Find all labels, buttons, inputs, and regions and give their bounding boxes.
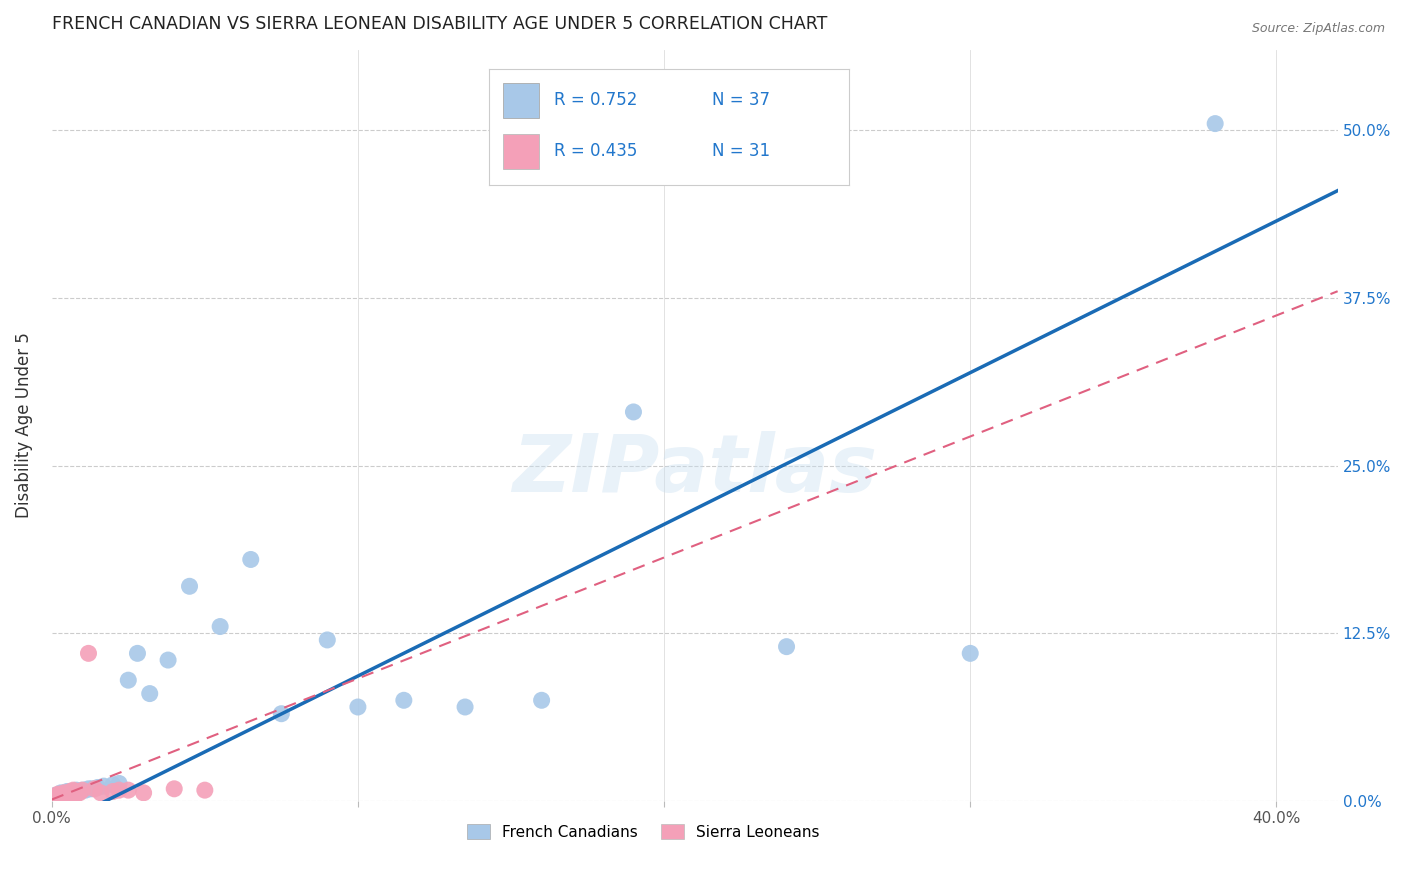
Point bbox=[49, 787, 72, 801]
Point bbox=[56, 789, 79, 803]
Point bbox=[194, 783, 217, 797]
Point bbox=[1204, 117, 1226, 131]
Point bbox=[530, 693, 553, 707]
Point bbox=[72, 783, 94, 797]
Point bbox=[127, 646, 149, 660]
Point bbox=[49, 786, 72, 800]
Point bbox=[959, 646, 981, 660]
Point bbox=[347, 700, 370, 714]
Point bbox=[108, 783, 131, 797]
Point bbox=[132, 786, 155, 800]
Point bbox=[62, 786, 84, 800]
Point bbox=[46, 787, 69, 801]
Point bbox=[49, 789, 72, 804]
Point bbox=[93, 779, 115, 793]
Point bbox=[101, 778, 124, 792]
Point bbox=[80, 781, 103, 796]
Point bbox=[44, 789, 66, 804]
Point bbox=[157, 653, 180, 667]
Point bbox=[46, 789, 69, 803]
Point bbox=[209, 619, 232, 633]
Point bbox=[56, 786, 79, 800]
Point bbox=[454, 700, 477, 714]
Point bbox=[270, 706, 292, 721]
Point bbox=[67, 786, 90, 800]
Point bbox=[65, 784, 87, 798]
Point bbox=[117, 673, 139, 688]
Point bbox=[56, 787, 79, 801]
Point bbox=[59, 786, 82, 800]
Point bbox=[65, 783, 87, 797]
Point bbox=[392, 693, 415, 707]
Point bbox=[90, 786, 112, 800]
Point bbox=[46, 791, 69, 805]
Point bbox=[775, 640, 797, 654]
Point bbox=[62, 783, 84, 797]
Point bbox=[316, 632, 339, 647]
Point bbox=[77, 781, 100, 796]
Point bbox=[65, 786, 87, 800]
Point bbox=[59, 786, 82, 800]
Point bbox=[65, 787, 87, 801]
Point bbox=[72, 783, 94, 797]
Point bbox=[138, 687, 160, 701]
Point bbox=[117, 783, 139, 797]
Text: ZIPatlas: ZIPatlas bbox=[512, 432, 877, 509]
Point bbox=[46, 789, 69, 803]
Point bbox=[53, 786, 76, 800]
Point bbox=[623, 405, 645, 419]
Point bbox=[62, 784, 84, 798]
Point bbox=[101, 784, 124, 798]
Point bbox=[56, 784, 79, 798]
Point bbox=[44, 789, 66, 803]
Point bbox=[77, 646, 100, 660]
Point bbox=[53, 789, 76, 804]
Point bbox=[59, 784, 82, 798]
Point bbox=[108, 776, 131, 790]
Text: FRENCH CANADIAN VS SIERRA LEONEAN DISABILITY AGE UNDER 5 CORRELATION CHART: FRENCH CANADIAN VS SIERRA LEONEAN DISABI… bbox=[52, 15, 827, 33]
Point bbox=[67, 784, 90, 798]
Point bbox=[49, 789, 72, 803]
Point bbox=[179, 579, 201, 593]
Point bbox=[83, 781, 105, 796]
Point bbox=[53, 787, 76, 801]
Legend: French Canadians, Sierra Leoneans: French Canadians, Sierra Leoneans bbox=[461, 818, 825, 846]
Y-axis label: Disability Age Under 5: Disability Age Under 5 bbox=[15, 333, 32, 518]
Point bbox=[44, 791, 66, 805]
Point bbox=[53, 787, 76, 801]
Text: Source: ZipAtlas.com: Source: ZipAtlas.com bbox=[1251, 22, 1385, 36]
Point bbox=[239, 552, 262, 566]
Point bbox=[75, 783, 97, 797]
Point bbox=[163, 781, 186, 796]
Point bbox=[49, 787, 72, 801]
Point bbox=[59, 787, 82, 801]
Point bbox=[86, 780, 108, 795]
